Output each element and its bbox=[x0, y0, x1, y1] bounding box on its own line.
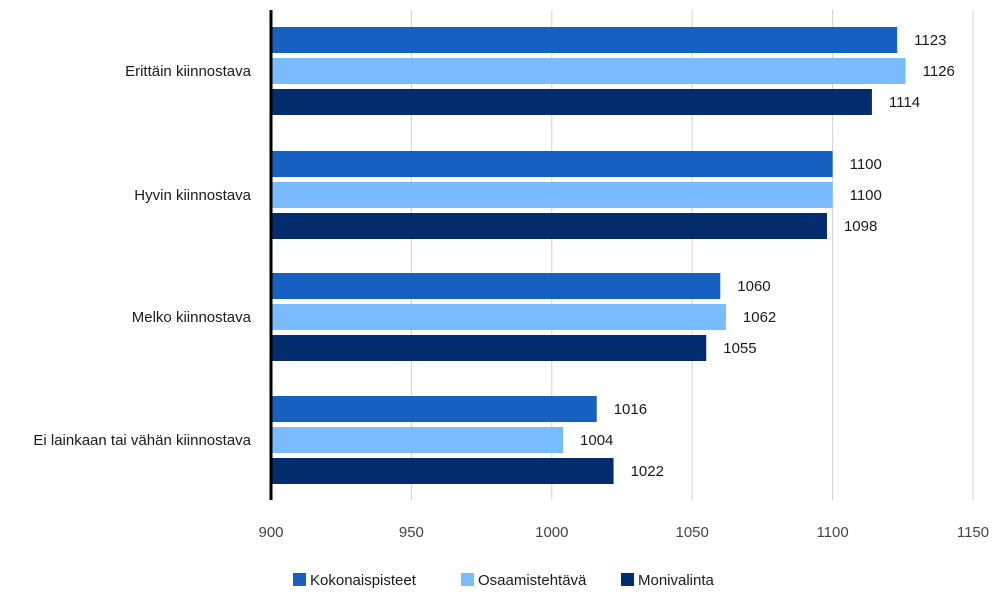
data-label: 1004 bbox=[580, 432, 613, 449]
legend-label: Kokonaispisteet bbox=[310, 572, 417, 589]
x-tick-label: 1000 bbox=[535, 524, 568, 541]
bar bbox=[271, 58, 906, 84]
data-label: 1098 bbox=[844, 218, 877, 235]
data-label: 1114 bbox=[889, 94, 920, 111]
x-tick-label: 1100 bbox=[816, 524, 848, 541]
x-tick-label: 900 bbox=[258, 524, 283, 541]
bar bbox=[271, 27, 898, 53]
data-label: 1123 bbox=[914, 32, 946, 49]
legend-item: Kokonaispisteet bbox=[293, 572, 417, 589]
bar bbox=[271, 182, 833, 208]
legend-item: Osaamistehtävä bbox=[461, 572, 587, 589]
category-label: Hyvin kiinnostava bbox=[134, 187, 251, 204]
category-label: Ei lainkaan tai vähän kiinnostava bbox=[33, 432, 251, 449]
legend-label: Monivalinta bbox=[638, 572, 715, 589]
x-tick-label: 1150 bbox=[957, 524, 989, 541]
category-labels: Erittäin kiinnostava Hyvin kiinnostava Mel… bbox=[33, 63, 251, 449]
legend-item: Monivalinta bbox=[621, 572, 715, 589]
bar bbox=[271, 304, 726, 330]
legend-swatch bbox=[461, 573, 474, 586]
bar bbox=[271, 273, 721, 299]
legend: Kokonaispisteet Osaamistehtävä Monivalinta bbox=[293, 572, 715, 589]
data-label: 1060 bbox=[737, 278, 770, 295]
bar bbox=[271, 151, 833, 177]
x-tick-label: 1050 bbox=[676, 524, 709, 541]
data-label: 1055 bbox=[723, 340, 756, 357]
data-label: 1062 bbox=[743, 309, 776, 326]
bar bbox=[271, 89, 872, 115]
bar bbox=[271, 396, 597, 422]
data-label: 1100 bbox=[850, 156, 882, 173]
bar bbox=[271, 335, 707, 361]
legend-label: Osaamistehtävä bbox=[478, 572, 587, 589]
bar bbox=[271, 458, 614, 484]
x-axis-ticks: 900 950 1000 1050 1100 1150 bbox=[258, 524, 989, 541]
bar bbox=[271, 427, 564, 453]
category-label: Erittäin kiinnostava bbox=[125, 63, 252, 80]
legend-swatch bbox=[621, 573, 634, 586]
legend-swatch bbox=[293, 573, 306, 586]
bars bbox=[271, 27, 906, 484]
category-label: Melko kiinnostava bbox=[132, 309, 252, 326]
x-tick-label: 950 bbox=[399, 524, 424, 541]
bar bbox=[271, 213, 827, 239]
data-label: 1126 bbox=[923, 63, 955, 80]
data-label: 1100 bbox=[850, 187, 882, 204]
data-label: 1016 bbox=[614, 401, 647, 418]
data-label: 1022 bbox=[631, 463, 664, 480]
